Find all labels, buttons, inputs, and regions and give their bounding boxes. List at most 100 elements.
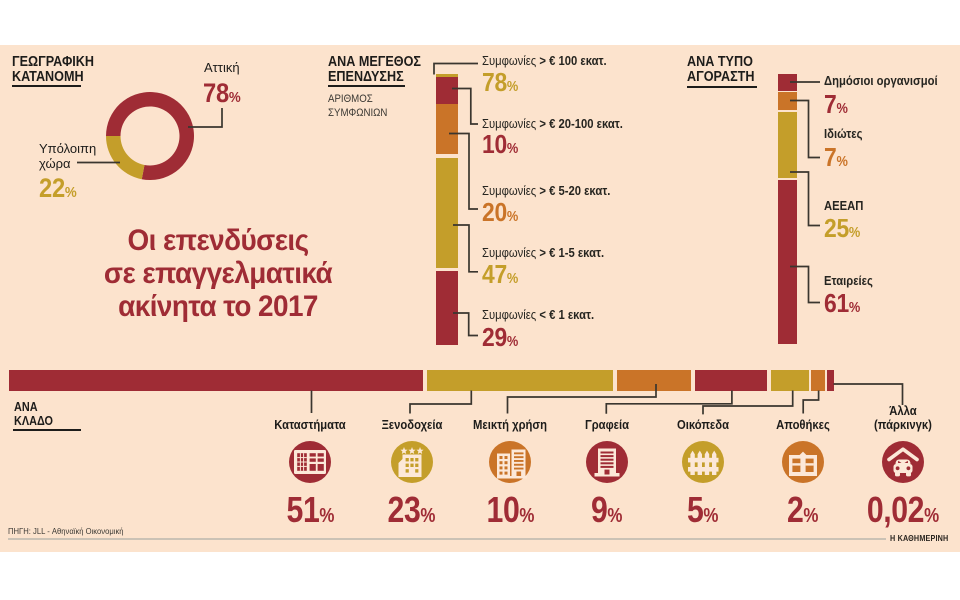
size-item2-value: 10%	[482, 131, 523, 157]
size-item2-label: Συμφωνίες > € 20-100 εκατ.	[482, 117, 623, 131]
size-bar-segment-5-20m	[436, 104, 458, 154]
buyer-item2-label: Ιδιώτες	[824, 126, 863, 141]
sector-item2-label: Ξενοδοχεία	[381, 418, 442, 432]
buyer-item3-percent-sign: %	[848, 224, 861, 241]
sector-item5-percent-sign: %	[703, 505, 719, 527]
sector-item6-percent-sign: %	[803, 505, 819, 527]
size-item5-label: Συμφωνίες < € 1 εκατ.	[482, 308, 594, 322]
sector-item5-label: Οικόπεδα	[676, 418, 730, 432]
size-item3-label: Συμφωνίες > € 5-20 εκατ.	[482, 184, 610, 198]
geo-slice1-percent-sign: %	[228, 89, 241, 106]
sector-item3-value: 10%	[450, 492, 570, 528]
buyer-item2-number: 7	[824, 142, 837, 172]
buyer-item4-percent-sign: %	[848, 300, 861, 316]
geo-donut-chart	[106, 92, 194, 180]
footer-rule	[8, 537, 886, 540]
warehouse-icon	[789, 451, 817, 476]
buyer-item1-value: 7%	[824, 91, 851, 117]
connector-sector-3	[506, 384, 657, 414]
buyer-heading-line2: ΑΓΟΡΑΣΤΗ	[687, 68, 755, 85]
sector-item1-value: 51%	[250, 492, 370, 528]
title-line1: Οι επενδύσεις	[127, 224, 309, 257]
buyer-item3-value: 25%	[824, 215, 865, 241]
geo-slice2-value: 22%	[39, 175, 82, 202]
size-item4-value: 47%	[482, 261, 523, 287]
sector-item1-number: 51%	[286, 492, 334, 528]
size-bar-segment-1-5m	[436, 158, 458, 268]
buyer-bar-segment-aeeap	[777, 111, 797, 178]
buyer-item4-value: 61%	[824, 290, 865, 316]
sector-item2-percent-sign: %	[420, 505, 436, 527]
sector-item3-icon-circle	[489, 441, 531, 483]
size-heading-line2: ΕΠΕΝΔΥΣΗΣ	[328, 68, 404, 85]
connector-size-1	[433, 62, 478, 75]
size-bar-segment-100m	[436, 74, 458, 77]
size-item3-range: > € 5-20 εκατ.	[539, 183, 611, 198]
sector-item6-number: 2%	[787, 492, 818, 528]
hotel-icon	[398, 447, 424, 477]
size-item1-prefix: Συμφωνίες	[482, 54, 537, 68]
size-item5-number-wrap: 29%	[482, 324, 518, 350]
buyer-item2-percent-sign: %	[836, 154, 848, 170]
sector-item7-label-line2: (πάρκινγκ)	[874, 418, 932, 432]
buyer-item4-label: Εταιρείες	[824, 273, 873, 288]
size-bar-segment-under-1m	[436, 270, 458, 345]
buyer-item3-label: ΑΕΕΑΠ	[824, 199, 864, 213]
size-item2-range: > € 20-100 εκατ.	[539, 116, 623, 131]
size-item5-range: < € 1 εκατ.	[539, 308, 595, 322]
size-item3-value: 20%	[482, 199, 523, 225]
connector-sector-7	[833, 383, 904, 405]
sector-item7-icon-circle	[881, 441, 924, 483]
geo-slice2-label-line2: χώρα	[39, 156, 71, 171]
mixed-use-icon	[497, 449, 527, 479]
sector-item6-icon-circle	[782, 441, 824, 483]
buyer-item4-number: 61	[824, 288, 849, 318]
size-item1-range: > € 100 εκατ.	[539, 54, 607, 68]
geo-slice1-label: Αττική	[204, 60, 240, 75]
sector-item7-label: Άλλα (πάρκινγκ)	[849, 404, 957, 432]
sector-item5-icon-circle	[682, 441, 724, 483]
sector-heading-line1: ΑΝΑ	[14, 400, 38, 414]
size-item3-number-wrap: 20%	[482, 199, 518, 225]
size-item4-prefix: Συμφωνίες	[482, 246, 537, 260]
sector-item1-label: Καταστήματα	[274, 418, 346, 432]
geo-slice2-number: 22	[39, 173, 65, 203]
size-item4-range: > € 1-5 εκατ.	[539, 246, 605, 260]
sector-item5-digits: 5	[687, 489, 704, 530]
sector-bar-segment-warehouses	[810, 369, 825, 391]
parking-car-icon	[886, 447, 919, 477]
sector-item5-number: 5%	[687, 492, 718, 528]
sector-item1-icon-circle	[289, 441, 331, 483]
buyer-item1-number: 7	[824, 88, 837, 119]
sector-item4-icon-circle	[586, 441, 628, 483]
sector-item6-label: Αποθήκες	[775, 418, 830, 432]
connector-size-4	[453, 224, 478, 273]
sector-heading-rule	[13, 428, 81, 432]
sector-item6-value: 2%	[743, 492, 863, 528]
size-item1-number-wrap: 78%	[482, 69, 518, 95]
sector-item6-digits: 2	[786, 489, 804, 530]
size-item1-label: Συμφωνίες > € 100 εκατ.	[482, 54, 607, 68]
buyer-item1-percent-sign: %	[836, 100, 848, 117]
sector-item3-number: 10%	[486, 492, 534, 528]
connector-buyer-2	[790, 99, 820, 159]
geo-heading-line1: ΓΕΩΓΡΑΦΙΚΗ	[12, 53, 95, 70]
size-item5-number: 29	[482, 321, 507, 352]
size-item3-percent-sign: %	[506, 208, 519, 225]
brand-kathimerini: Η ΚΑΘΗΜΕΡΙΝΗ	[890, 532, 949, 543]
size-item2-number: 10	[482, 129, 507, 159]
sector-item7-number: 0,02%	[867, 492, 939, 528]
size-subheading-line2: ΣΥΜΦΩΝΙΩΝ	[328, 107, 388, 119]
size-item4-percent-sign: %	[506, 271, 519, 287]
buyer-item4-number-wrap: 61%	[824, 290, 860, 316]
buyer-section-heading: ΑΝΑ ΤΥΠΟ ΑΓΟΡΑΣΤΗ	[687, 54, 755, 85]
size-item2-percent-sign: %	[506, 141, 519, 157]
geo-slice2-label-line1: Υπόλοιπη	[39, 141, 97, 156]
title-line2: σε επαγγελματικά	[103, 257, 333, 290]
size-item5-value: 29%	[482, 324, 523, 350]
sector-item4-digits: 9	[591, 489, 608, 530]
sector-item4-number: 9%	[591, 492, 622, 528]
sector-item3-digits: 10	[486, 489, 519, 530]
